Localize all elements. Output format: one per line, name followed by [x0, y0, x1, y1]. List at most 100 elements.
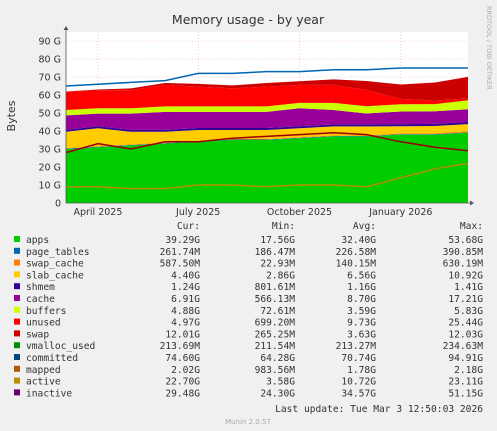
legend-max-value: 1.41G: [454, 282, 483, 293]
legend-cur-value: 4.88G: [171, 306, 200, 317]
x-tick-label: July 2025: [175, 207, 220, 218]
legend-avg-value: 1.16G: [347, 282, 376, 293]
legend-avg-value: 9.73G: [347, 318, 376, 329]
area-unused: [66, 84, 468, 111]
legend-max-value: 390.85M: [443, 247, 484, 258]
legend-min-value: 801.61M: [255, 282, 296, 293]
y-tick-label: 80 G: [39, 55, 61, 66]
legend-min-value: 186.47M: [255, 247, 296, 258]
chart-title: Memory usage - by year: [172, 12, 325, 27]
rrdtool-credit: RRDTOOL / TOBI OETIKER: [485, 6, 493, 90]
legend-avg-value: 213.27M: [336, 341, 377, 352]
legend-cur-value: 12.01G: [165, 329, 200, 340]
legend-swatch-unused: [14, 318, 20, 325]
legend-min-value: 22.93M: [260, 259, 295, 270]
legend-cur-value: 74.60G: [165, 353, 200, 364]
y-tick-label: 50 G: [39, 109, 61, 120]
y-tick-label: 40 G: [39, 127, 61, 138]
legend-header: Avg:: [353, 221, 376, 232]
legend-max-value: 5.83G: [454, 306, 483, 317]
legend-cur-value: 213.69M: [160, 341, 201, 352]
legend-min-value: 3.58G: [266, 377, 295, 388]
legend-swatch-committed: [14, 354, 20, 360]
y-axis-label: Bytes: [5, 100, 18, 131]
legend-cur-value: 1.24G: [171, 282, 200, 293]
legend-avg-value: 34.57G: [341, 388, 376, 399]
area-swap_cache: [66, 131, 468, 149]
legend-max-value: 23.11G: [448, 377, 483, 388]
legend-min-value: 983.56M: [255, 365, 296, 376]
legend-min-value: 699.20M: [255, 318, 296, 329]
legend-min-value: 566.13M: [255, 294, 296, 305]
legend-min-value: 72.61M: [260, 306, 295, 317]
legend-header: Cur:: [177, 221, 200, 232]
legend-avg-value: 3.63G: [347, 329, 376, 340]
legend-max-value: 53.68G: [448, 235, 483, 246]
legend-swatch-swap: [14, 330, 20, 337]
legend-avg-value: 10.72G: [341, 377, 376, 388]
legend-swatch-inactive: [14, 389, 20, 396]
legend-min-value: 24.30G: [260, 388, 295, 399]
x-axis-arrow: [470, 200, 474, 206]
legend-avg-value: 70.74G: [341, 353, 376, 364]
area-shmem: [66, 121, 468, 132]
legend-avg-value: 6.56G: [347, 270, 376, 281]
legend-avg-value: 226.58M: [336, 247, 377, 258]
legend-cur-value: 39.29G: [165, 235, 200, 246]
legend-max-value: 234.63M: [443, 341, 484, 352]
legend-name: swap_cache: [26, 259, 84, 270]
legend-cur-value: 22.70G: [165, 377, 200, 388]
legend-name: inactive: [26, 388, 72, 399]
legend-name: committed: [26, 353, 78, 364]
y-tick-label: 20 G: [39, 163, 61, 174]
x-tick-label: October 2025: [267, 207, 332, 218]
munin-version: Munin 2.0.57: [225, 418, 271, 426]
y-tick-label: 10 G: [39, 181, 61, 192]
legend-name: buffers: [26, 306, 66, 317]
x-tick-label: April 2025: [73, 207, 122, 218]
y-tick-label: 0: [55, 199, 61, 210]
legend-min-value: 2.86G: [266, 270, 295, 281]
line-committed: [65, 67, 468, 87]
area-cache: [66, 108, 468, 130]
y-tick-label: 70 G: [39, 73, 61, 84]
legend-swatch-cache: [14, 295, 20, 301]
legend-avg-value: 1.78G: [347, 365, 376, 376]
legend-swatch-swap_cache: [14, 259, 20, 266]
y-tick-label: 90 G: [39, 37, 61, 48]
legend-name: swap: [26, 329, 49, 340]
legend-name: apps: [26, 235, 49, 246]
legend-header: Max:: [460, 221, 483, 232]
legend-cur-value: 261.74M: [160, 247, 201, 258]
x-tick-label: January 2026: [368, 207, 432, 218]
plot-area: 0 10 G 20 G 30 G 40 G 50 G 60 G 70 G 80 G 90 G Apr…: [39, 26, 474, 218]
legend-name: active: [26, 377, 61, 388]
legend-swatch-active: [14, 377, 20, 384]
legend-name: mapped: [26, 365, 61, 376]
legend-name: vmalloc_used: [26, 341, 95, 352]
y-tick-label: 60 G: [39, 91, 61, 102]
legend-swatch-shmem: [14, 283, 20, 290]
legend-name: cache: [26, 294, 55, 305]
legend-swatch-buffers: [14, 306, 20, 313]
legend-max-value: 2.18G: [454, 365, 483, 376]
last-update: Last update: Tue Mar 3 12:50:03 2026: [275, 404, 483, 415]
legend-cur-value: 6.91G: [171, 294, 200, 305]
legend-max-value: 17.21G: [448, 294, 483, 305]
legend-min-value: 64.28G: [260, 353, 295, 364]
legend-name: slab_cache: [26, 270, 84, 281]
legend-swatch-mapped: [14, 365, 20, 372]
area-buffers: [66, 100, 468, 116]
area-swap: [66, 76, 468, 101]
legend-max-value: 630.19M: [443, 259, 484, 270]
legend-min-value: 211.54M: [255, 341, 296, 352]
y-axis-arrow: [63, 26, 69, 30]
legend-cur-value: 587.50M: [160, 259, 201, 270]
legend-max-value: 12.03G: [448, 329, 483, 340]
legend-avg-value: 140.15M: [336, 259, 377, 270]
legend-swatch-apps: [14, 236, 20, 242]
line-inactive: [65, 132, 469, 154]
legend-swatch-slab_cache: [14, 271, 20, 278]
legend-cur-value: 4.97G: [171, 318, 200, 329]
legend-avg-value: 8.70G: [347, 294, 376, 305]
